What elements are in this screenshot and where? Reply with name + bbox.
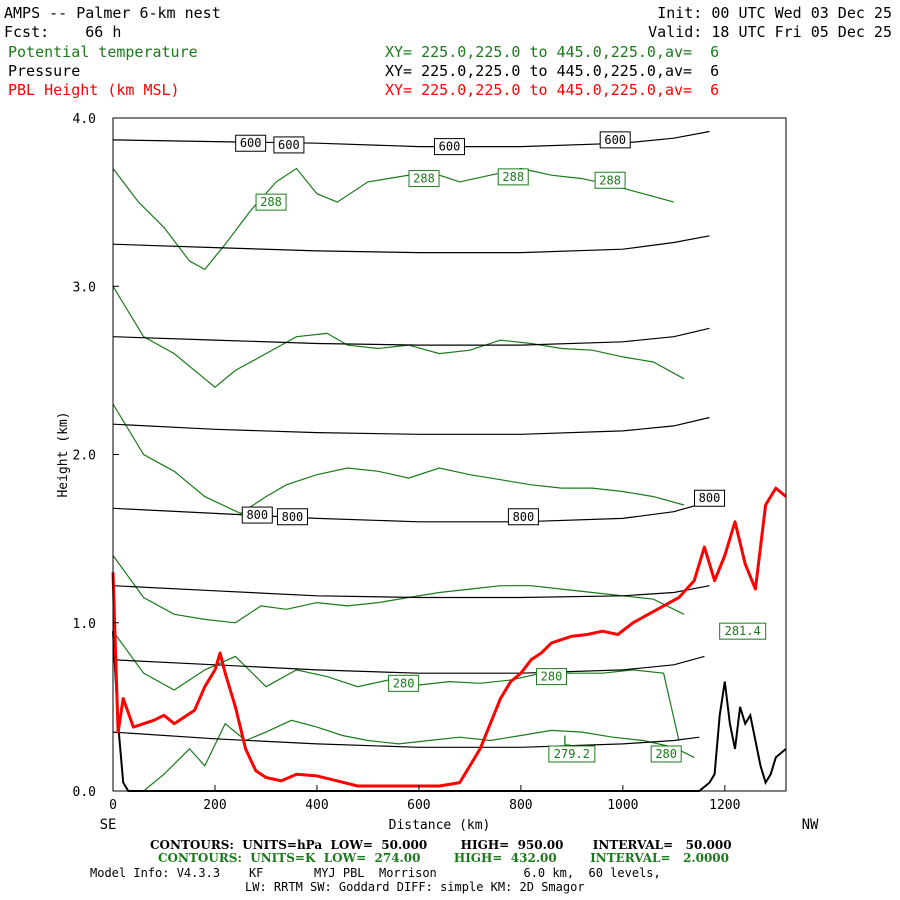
pressure-contour-4 [112, 416, 710, 435]
pressure-label-0: 600 [240, 136, 262, 150]
pressure-contour-7 [112, 130, 710, 148]
field-xy-pbl: XY= 225.0,225.0 to 445.0,225.0,av= 6 [385, 81, 720, 99]
pressure-label-4: 800 [246, 508, 268, 522]
pressure-contour-1 [112, 655, 705, 674]
x-tick-label-1: 200 [203, 798, 226, 813]
footer-theta-contours: CONTOURS: UNITS=K LOW= 274.00 HIGH= 432.… [158, 851, 729, 865]
field-name-pbl: PBL Height (km MSL) [8, 81, 180, 99]
y-axis-label: Height (km) [56, 411, 71, 497]
field-name-theta: Potential temperature [8, 43, 198, 61]
pressure-label-0-box [235, 134, 267, 152]
footer-pressure-contours: CONTOURS: UNITS=hPa LOW= 50.000 HIGH= 95… [150, 838, 732, 852]
footer-model-info: Model Info: V4.3.3 KF MYJ PBL Morrison 6… [90, 866, 661, 880]
pressure-label-6: 800 [513, 510, 535, 524]
theta-contour-2 [112, 555, 685, 624]
theta-label-5: 280 [541, 670, 563, 684]
theta-label-1-box [408, 170, 440, 188]
theta-contour-4 [112, 285, 685, 388]
pressure-label-7-box [694, 489, 726, 507]
pressure-label-1-box [273, 136, 305, 154]
y-tick-label-4: 4.0 [73, 112, 96, 127]
theta-contour-3 [112, 403, 685, 515]
theta-label-8-box [548, 745, 596, 763]
pressure-contour-2 [112, 585, 710, 599]
x-tick-label-3: 600 [407, 798, 430, 813]
y-tick-label-1: 1.0 [73, 617, 96, 632]
field-name-pressure: Pressure [8, 62, 81, 80]
theta-label-1: 288 [413, 172, 435, 186]
pressure-label-6-box [507, 508, 539, 526]
x-tick-label-4: 800 [509, 798, 532, 813]
theta-label-7-box [719, 622, 767, 640]
field-xy-pressure: XY= 225.0,225.0 to 445.0,225.0,av= 6 [385, 62, 720, 80]
theta-label-5-box [535, 668, 567, 686]
y-tick-label-2: 2.0 [73, 449, 96, 464]
x-end-label-nw: NW [802, 817, 819, 833]
theta-label-2-box [497, 168, 529, 186]
theta-label-0: 288 [260, 195, 282, 209]
chart-title: AMPS -- Palmer 6-km nest [4, 4, 221, 22]
theta-label-2: 288 [502, 170, 524, 184]
pressure-contour-3 [112, 501, 710, 523]
pressure-label-2: 600 [439, 140, 461, 154]
x-tick-label-6: 1200 [709, 798, 740, 813]
x-axis-label: Distance (km) [389, 818, 491, 833]
pressure-contour-6 [112, 235, 710, 254]
theta-label-6: 280 [655, 747, 677, 761]
pressure-contour-0 [112, 731, 700, 748]
theta-label-4-box [388, 674, 420, 692]
theta-label-3-box [594, 171, 626, 189]
theta-label-6-box [650, 745, 682, 763]
valid-time: Valid: 18 UTC Fri 05 Dec 25 [648, 23, 892, 41]
theta-label-3: 288 [599, 173, 621, 187]
forecast-hour: Fcst: 66 h [4, 23, 122, 41]
pressure-label-3: 600 [604, 133, 626, 147]
pressure-label-2-box [434, 138, 465, 156]
theta-label-4: 280 [393, 676, 415, 690]
pressure-label-5: 800 [282, 510, 304, 524]
pressure-label-7: 800 [699, 491, 721, 505]
theta-label-8: 279.2 [554, 747, 590, 761]
x-tick-label-5: 1000 [607, 798, 638, 813]
pbl-height-line [111, 486, 787, 788]
y-tick-label-0: 0.0 [73, 785, 96, 800]
terrain-line [112, 631, 787, 792]
pressure-label-4-box [241, 506, 273, 524]
x-tick-label-0: 0 [109, 798, 117, 813]
init-time: Init: 00 UTC Wed 03 Dec 25 [657, 4, 892, 22]
pressure-contour-5 [112, 327, 710, 346]
theta-contour-0 [143, 719, 695, 792]
x-tick-label-2: 400 [305, 798, 328, 813]
theta-label-0-box [255, 193, 287, 211]
pressure-label-5-box [276, 508, 308, 526]
low-marker: L [563, 735, 571, 750]
footer-physics-info: LW: RRTM SW: Goddard DIFF: simple KM: 2D… [245, 880, 585, 894]
theta-label-7: 281.4 [725, 624, 761, 638]
theta-contour-5 [112, 167, 674, 271]
y-tick-label-3: 3.0 [73, 280, 96, 295]
field-xy-theta: XY= 225.0,225.0 to 445.0,225.0,av= 6 [385, 43, 720, 61]
plot-frame [112, 117, 787, 792]
x-end-label-se: SE [100, 817, 117, 833]
pressure-label-1: 600 [278, 138, 300, 152]
pressure-label-3-box [599, 131, 631, 149]
